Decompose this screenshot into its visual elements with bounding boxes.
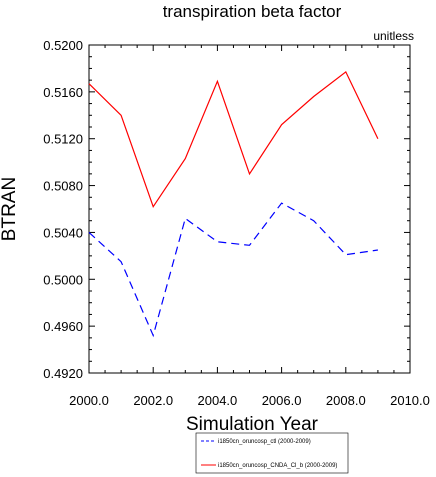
chart-title: transpiration beta factor [163,2,342,21]
legend-label-1: i1850cn_oruncosp_ctl (2000-2009) [218,439,311,445]
y-axis-title: BTRAN [0,177,20,241]
y-tick-label: 0.5080 [43,179,83,194]
units-label: unitless [373,29,414,43]
y-tick-label: 0.5160 [43,85,83,100]
x-tick-label: 2006.0 [262,393,302,408]
series-lines [88,70,379,338]
x-axis-title: Simulation Year [186,414,319,435]
y-tick-label: 0.5120 [43,132,83,147]
legend: i1850cn_oruncosp_ctl (2000-2009) i1850cn_… [201,439,337,469]
series-line-2 [88,70,379,209]
plot-area-frame [88,44,411,374]
x-tick-label: 2010.0 [390,393,430,408]
y-tick-label: 0.5000 [43,272,83,287]
axis-ticks: 2000.0 2002.0 2004.0 2006.0 2008.0 2010.0 0.49… [43,38,430,408]
legend-box [195,432,349,474]
y-tick-label: 0.5040 [43,225,83,240]
legend-label-2: i1850cn_oruncosp_CNDA_Cl_b (2000-2009) [218,463,337,469]
x-tick-label: 2008.0 [326,393,366,408]
series-line-1 [88,202,378,338]
y-tick-label: 0.4920 [43,366,83,381]
y-tick-label: 0.4960 [43,319,83,334]
x-tick-label: 2004.0 [198,393,238,408]
x-tick-label: 2000.0 [69,393,109,408]
x-tick-label: 2002.0 [133,393,173,408]
y-tick-label: 0.5200 [43,38,83,53]
